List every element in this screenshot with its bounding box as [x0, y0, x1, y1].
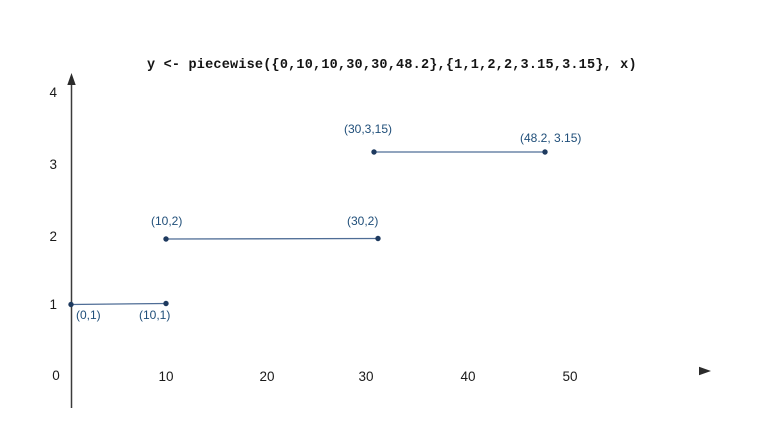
x-tick-40: 40 — [460, 369, 476, 384]
point-30-315-dot — [371, 149, 377, 155]
y-tick-4: 4 — [49, 85, 57, 100]
chart-title: y <- piecewise({0,10,10,30,30,48.2},{1,1… — [147, 58, 637, 73]
point-label-30-315: (30,3,15) — [344, 122, 393, 136]
segment-2-line — [165, 237, 379, 240]
segment-1-line — [70, 302, 167, 306]
y-tick-3: 3 — [49, 157, 57, 172]
x-tick-30: 30 — [358, 369, 374, 384]
point-label-482-315: (48.2, 3.15) — [520, 131, 582, 145]
point-label-0-1: (0,1) — [76, 308, 101, 322]
x-tick-50: 50 — [562, 369, 578, 384]
point-30-2-dot — [375, 235, 381, 242]
x-tick-20: 20 — [259, 369, 275, 384]
y-tick-1: 1 — [49, 297, 57, 312]
y-tick-2: 2 — [49, 229, 57, 244]
point-label-10-2: (10,2) — [151, 214, 183, 228]
point-10-2-dot — [163, 236, 169, 242]
origin-tick-0: 0 — [52, 368, 60, 383]
y-axis-arrowhead-icon — [67, 73, 76, 85]
x-axis-arrowhead-icon — [699, 366, 711, 376]
point-10-1-dot — [163, 300, 169, 307]
point-label-30-2: (30,2) — [347, 214, 379, 228]
point-label-10-1: (10,1) — [139, 308, 171, 322]
point-482-315-dot — [542, 149, 548, 155]
point-0-1-dot — [68, 301, 74, 308]
x-tick-10: 10 — [158, 369, 174, 384]
